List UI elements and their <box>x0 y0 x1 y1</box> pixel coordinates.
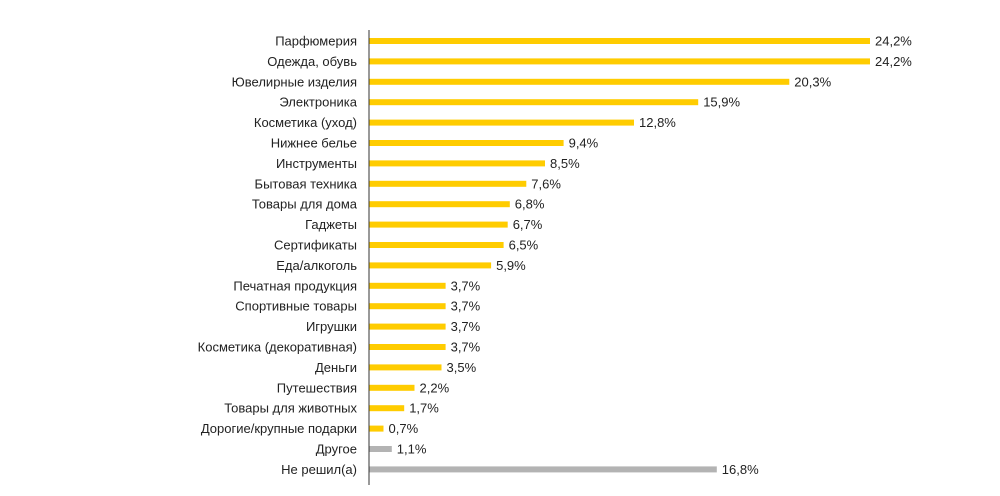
category-label: Путешествия <box>277 380 357 395</box>
category-label: Еда/алкоголь <box>276 258 357 273</box>
value-label: 15,9% <box>703 95 740 110</box>
bar <box>369 242 504 248</box>
category-label: Ювелирные изделия <box>232 74 357 89</box>
value-label: 24,2% <box>875 54 912 69</box>
bar <box>369 58 870 65</box>
value-label: 1,7% <box>409 401 439 416</box>
bar <box>369 140 564 146</box>
category-label: Косметика (уход) <box>254 115 357 130</box>
bar <box>369 262 492 269</box>
value-label: 16,8% <box>722 462 759 477</box>
value-label: 3,5% <box>447 360 477 375</box>
category-label: Не решил(а) <box>281 462 357 477</box>
labels-layer: Парфюмерия 24,2% Одежда, обувь 24,2% Ювелирн… <box>198 34 913 477</box>
bar <box>369 119 634 126</box>
bar <box>369 303 446 310</box>
value-label: 5,9% <box>496 258 526 273</box>
bar <box>369 282 446 289</box>
value-label: 6,8% <box>515 197 545 212</box>
category-label: Товары для животных <box>224 401 357 416</box>
category-label: Спортивные товары <box>235 299 357 314</box>
category-label: Товары для дома <box>252 197 358 212</box>
category-label: Косметика (декоративная) <box>198 340 357 355</box>
bar <box>369 364 442 371</box>
category-label: Нижнее белье <box>271 136 357 151</box>
bar <box>369 160 545 167</box>
bar <box>369 405 405 412</box>
value-label: 7,6% <box>531 176 561 191</box>
category-label: Дорогие/крупные подарки <box>201 421 357 436</box>
bar <box>369 38 870 44</box>
value-label: 1,1% <box>397 442 427 457</box>
category-label: Печатная продукция <box>233 278 357 293</box>
value-label: 3,7% <box>451 319 481 334</box>
category-label: Сертификаты <box>274 238 357 253</box>
value-label: 3,7% <box>451 299 481 314</box>
value-label: 6,7% <box>513 217 543 232</box>
bar <box>369 323 446 330</box>
value-label: 24,2% <box>875 34 912 49</box>
bar <box>369 425 384 432</box>
value-label: 12,8% <box>639 115 676 130</box>
bar <box>369 99 699 106</box>
category-label: Инструменты <box>276 156 357 171</box>
value-label: 0,7% <box>389 421 419 436</box>
value-label: 2,2% <box>420 380 450 395</box>
value-label: 9,4% <box>569 136 599 151</box>
value-label: 3,7% <box>451 340 481 355</box>
bar <box>369 201 510 208</box>
bar <box>369 78 790 85</box>
category-label: Игрушки <box>306 319 357 334</box>
category-label: Одежда, обувь <box>267 54 357 69</box>
value-label: 20,3% <box>794 74 831 89</box>
category-label: Бытовая техника <box>255 176 358 191</box>
value-label: 3,7% <box>451 278 481 293</box>
category-label: Гаджеты <box>305 217 357 232</box>
bar <box>369 221 508 228</box>
value-label: 6,5% <box>509 238 539 253</box>
category-label: Деньги <box>315 360 357 375</box>
bar <box>369 344 446 350</box>
bar <box>369 384 415 391</box>
bar <box>369 180 527 187</box>
category-label: Электроника <box>279 95 357 110</box>
category-label: Парфюмерия <box>275 34 357 49</box>
bar <box>369 466 717 473</box>
value-label: 8,5% <box>550 156 580 171</box>
bar <box>369 446 392 452</box>
category-label: Другое <box>316 442 357 457</box>
bars-layer <box>369 38 870 473</box>
